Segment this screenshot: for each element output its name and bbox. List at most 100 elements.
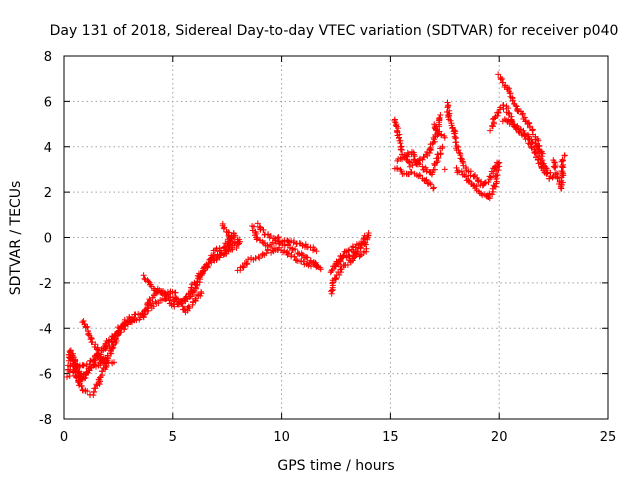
data-point — [140, 272, 147, 279]
data-point — [102, 344, 109, 351]
data-point — [265, 246, 271, 253]
data-point — [454, 167, 461, 174]
data-point — [204, 261, 210, 268]
data-point — [219, 220, 226, 227]
data-point — [329, 266, 336, 273]
data-point — [531, 149, 538, 156]
data-point — [81, 321, 88, 328]
data-point — [437, 150, 444, 157]
data-point — [519, 110, 526, 117]
data-point — [447, 117, 454, 124]
data-point — [239, 263, 246, 270]
data-point — [397, 146, 404, 153]
data-point — [306, 259, 313, 266]
data-point — [495, 71, 502, 78]
data-point — [233, 245, 240, 251]
data-point — [557, 185, 564, 192]
data-point — [395, 125, 402, 132]
data-point — [561, 152, 568, 159]
data-point — [275, 234, 282, 241]
data-point — [259, 239, 266, 245]
data-point — [456, 169, 463, 176]
x-tick-label: 5 — [169, 430, 177, 445]
data-point — [91, 385, 98, 392]
data-point — [487, 127, 494, 134]
data-point — [130, 316, 137, 323]
data-point — [404, 149, 411, 156]
data-point — [363, 245, 370, 252]
data-point — [109, 345, 116, 352]
data-point — [90, 392, 97, 399]
data-point — [430, 184, 437, 191]
data-point — [434, 158, 441, 165]
data-point — [197, 292, 204, 299]
data-point — [496, 159, 503, 166]
y-tick-label: -6 — [39, 368, 52, 383]
data-point — [111, 359, 117, 366]
data-point — [436, 114, 443, 121]
data-point — [141, 308, 148, 315]
data-point — [180, 306, 187, 313]
y-tick-label: -4 — [39, 322, 52, 337]
data-point — [392, 119, 399, 126]
data-point — [313, 248, 320, 255]
data-point — [256, 255, 263, 262]
data-point — [500, 102, 507, 109]
data-point — [437, 112, 444, 118]
y-tick-label: 4 — [44, 141, 52, 156]
data-point — [259, 250, 266, 257]
data-point — [526, 120, 533, 127]
data-point — [221, 250, 227, 257]
data-point — [528, 139, 535, 146]
data-point — [198, 288, 205, 295]
data-point — [526, 123, 533, 130]
data-point — [470, 182, 477, 189]
data-point — [410, 156, 417, 163]
data-point — [332, 275, 339, 282]
data-point — [474, 177, 481, 183]
data-point — [486, 190, 493, 197]
data-point — [416, 160, 423, 167]
data-point — [235, 238, 242, 245]
data-point — [186, 305, 193, 312]
data-point — [85, 331, 92, 338]
data-point — [84, 323, 91, 330]
data-point — [80, 318, 87, 324]
data-point — [72, 367, 79, 374]
data-point — [494, 172, 501, 179]
data-point — [559, 156, 566, 163]
data-point — [212, 247, 219, 254]
data-point — [194, 291, 201, 298]
data-point — [423, 177, 429, 184]
data-point — [349, 243, 356, 250]
data-point — [426, 180, 433, 186]
tick-labels: 0 5 10 15 20 25 -8 -6 -4 -2 0 2 4 6 8 — [39, 50, 616, 445]
data-point — [200, 268, 207, 275]
data-point — [394, 157, 401, 164]
data-point — [274, 234, 281, 241]
data-point — [419, 163, 426, 170]
data-point — [445, 103, 452, 110]
data-point — [81, 375, 88, 382]
data-point — [244, 260, 251, 267]
data-point — [123, 319, 130, 326]
y-tick-label: -8 — [39, 413, 52, 428]
y-tick-label: 0 — [44, 232, 52, 247]
data-point — [251, 223, 257, 230]
chart-title: Day 131 of 2018, Sidereal Day-to-day VTE… — [50, 23, 619, 39]
data-point — [229, 240, 236, 247]
data-point — [494, 109, 501, 116]
data-point — [551, 164, 558, 171]
data-point — [192, 295, 199, 302]
data-point — [431, 121, 438, 128]
data-point — [506, 90, 513, 97]
data-point — [409, 162, 416, 169]
y-tick-label: -2 — [39, 277, 52, 292]
data-point — [479, 192, 486, 199]
data-point — [141, 275, 148, 282]
data-point — [255, 253, 262, 260]
data-point — [441, 134, 448, 141]
data-point — [357, 245, 364, 252]
data-point — [453, 164, 460, 171]
x-tick-label: 25 — [600, 430, 617, 445]
